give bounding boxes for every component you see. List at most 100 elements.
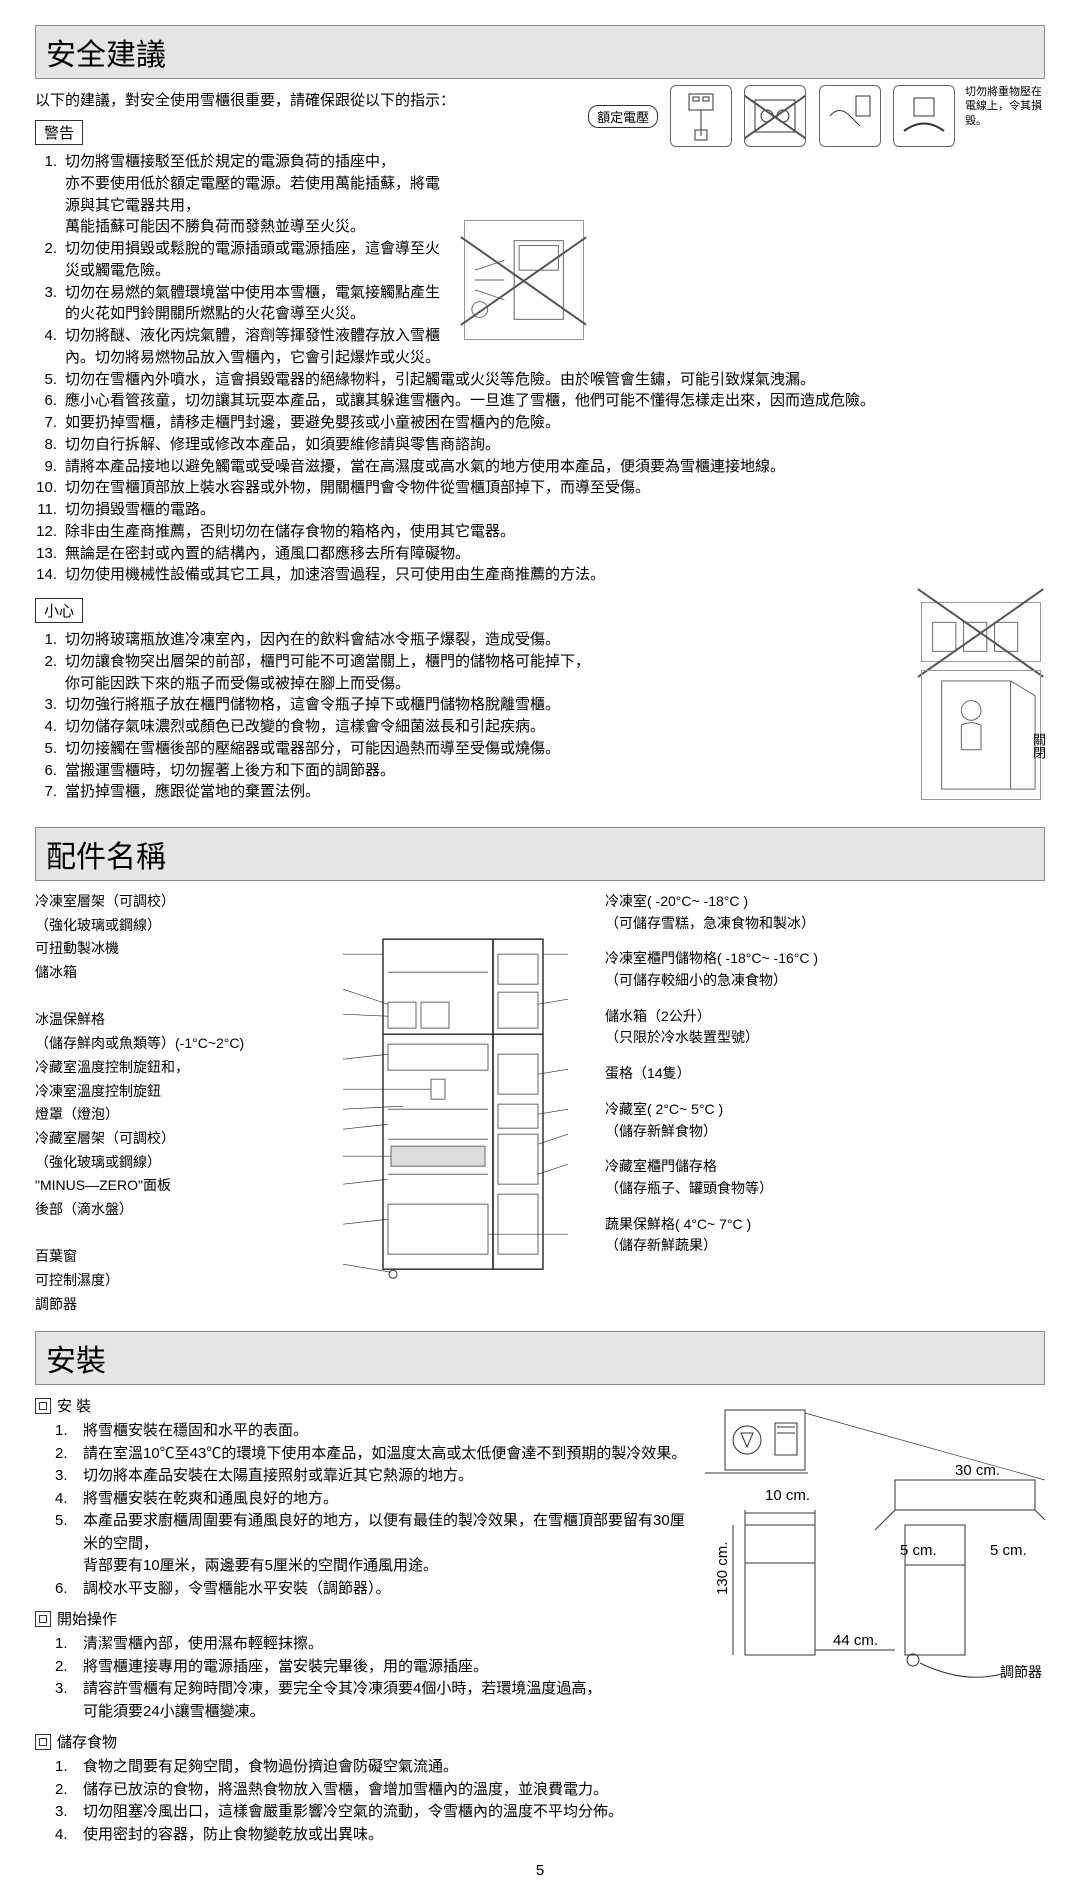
item-text: 切勿在雪櫃內外噴水，這會損毀電器的絕緣物料，引起觸電或火災等危險。由於喉管會生鏽… <box>65 371 815 388</box>
parts-right-title: 冷凍室( -20°C~ -18°C ) <box>605 891 935 913</box>
parts-right-sub: （儲存新鮮蔬果） <box>605 1235 935 1257</box>
outlet-icon <box>670 85 732 147</box>
list-item: 4.切勿將醚、液化丙烷氣體，溶劑等揮發性液體存放入雪櫃內。切勿將易燃物品放入雪櫃… <box>57 325 1045 369</box>
item-number: 3. <box>55 1678 68 1701</box>
parts-left-item: 可扭動製冰機 <box>35 938 315 960</box>
list-item: 3.切勿將本產品安裝在太陽直接照射或靠近其它熱源的地方。 <box>83 1465 1045 1488</box>
list-item: 5.本產品要求廚櫃周圍要有通風良好的地方，以便有最佳的製冷效果，在雪櫃頂部要留有… <box>83 1510 1045 1578</box>
item-text: 除非由生產商推薦，否則切勿在儲存食物的箱格內，使用其它電器。 <box>65 523 515 540</box>
parts-left-item: 冷凍室溫度控制旋鈕 <box>35 1081 315 1103</box>
square-bullet-icon <box>35 1398 51 1414</box>
item-number: 7. <box>35 412 57 434</box>
parts-left-item: 冷藏室溫度控制旋鈕和， <box>35 1057 315 1079</box>
item-text: 切勿使用機械性設備或其它工具，加速溶雪過程，只可使用由生產商推薦的方法。 <box>65 566 605 583</box>
list-item: 4.將雪櫃安裝在乾爽和通風良好的地方。 <box>83 1488 1045 1511</box>
warning-list: 1. 切勿將雪櫃接駁至低於規定的電源負荷的插座中，亦不要使用低於額定電壓的電源。若… <box>35 151 1045 586</box>
list-item: 10.切勿在雪櫃頂部放上裝水容器或外物，開關櫃門會令物件從雪櫃頂部掉下，而導至受… <box>57 477 1045 499</box>
item-number: 1. <box>35 151 57 173</box>
item-text: 當搬運雪櫃時，切勿握著上後方和下面的調節器。 <box>65 762 395 779</box>
parts-left-item: 冰温保鮮格 <box>35 1009 315 1031</box>
safety-header: 安全建議 <box>35 25 1045 79</box>
item-text: 切勿儲存氣味濃烈或顏色已改變的食物，這樣會令細菌滋長和引起疾病。 <box>65 718 545 735</box>
item-text: 將雪櫃安裝在乾爽和通風良好的地方。 <box>83 1490 338 1507</box>
item-text: 儲存已放涼的食物，將溫熱食物放入雪櫃，會增加雪櫃內的溫度，並浪費電力。 <box>83 1781 608 1798</box>
item-number: 2. <box>35 238 57 260</box>
install-sub-storage: 儲存食物 1.食物之間要有足夠空間，食物過份擠迫會防礙空氣流通。2.儲存已放涼的… <box>35 1731 1045 1846</box>
parts-title: 配件名稱 <box>46 832 1034 876</box>
item-text: 將雪櫃連接專用的電源插座，當安裝完畢後，用的電源插座。 <box>83 1658 488 1675</box>
top-icons-row: 額定電壓 切勿將重物壓在電線上，令其損毀。 <box>588 85 1045 147</box>
list-item: 9.請將本產品接地以避免觸電或受噪音滋擾，當在高濕度或高水氣的地方使用本產品，便… <box>57 456 1045 478</box>
install-title: 安裝 <box>46 1336 1034 1380</box>
item-number: 3. <box>55 1465 68 1488</box>
list-item: 1.將雪櫃安裝在穩固和水平的表面。 <box>83 1420 1045 1443</box>
parts-left-item: 調節器 <box>35 1294 315 1316</box>
item-number: 1. <box>55 1420 68 1443</box>
parts-left-item: 可控制濕度） <box>35 1270 315 1292</box>
item-text: 切勿將雪櫃接駁至低於規定的電源負荷的插座中，亦不要使用低於額定電壓的電源。若使用… <box>65 153 440 235</box>
parts-right-item: 冷凍室櫃門儲物格( -18°C~ -16°C )（可儲存較細小的急凍食物） <box>605 948 935 991</box>
item-number: 3. <box>35 694 57 716</box>
item-number: 5. <box>35 738 57 760</box>
parts-right-sub: （儲存新鮮食物） <box>605 1121 935 1143</box>
cable-weight-icon <box>893 85 955 147</box>
list-item: 6.調校水平支腳，令雪櫃能水平安裝（調節器）。 <box>83 1578 1045 1601</box>
parts-right-item: 蔬果保鮮格( 4°C~ 7°C )（儲存新鮮蔬果） <box>605 1214 935 1257</box>
item-number: 6. <box>35 390 57 412</box>
item-number: 14. <box>35 564 57 586</box>
item-number: 2. <box>55 1656 68 1679</box>
list-item: 1.清潔雪櫃內部，使用濕布輕輕抹擦。 <box>83 1633 1045 1656</box>
hand-plug-icon <box>819 85 881 147</box>
list-item: 5.切勿接觸在雪櫃後部的壓縮器或電器部分，可能因過熱而導至受傷或燒傷。 <box>57 738 1045 760</box>
caution-label: 小心 <box>35 598 83 623</box>
parts-right-sub: （可儲存雪糕，急凍食物和製冰） <box>605 913 935 935</box>
item-number: 10. <box>35 477 57 499</box>
parts-right-title: 冷藏室( 2°C~ 5°C ) <box>605 1099 935 1121</box>
install-sub-title-3: 儲存食物 <box>57 1731 117 1752</box>
item-text: 當扔掉雪櫃，應跟從當地的棄置法例。 <box>65 783 320 800</box>
parts-right-item: 蛋格（14隻） <box>605 1063 935 1085</box>
item-text: 切勿在雪櫃頂部放上裝水容器或外物，開關櫃門會令物件從雪櫃頂部掉下，而導至受傷。 <box>65 479 650 496</box>
list-item: 2.將雪櫃連接專用的電源插座，當安裝完畢後，用的電源插座。 <box>83 1656 1045 1679</box>
item-number: 4. <box>55 1488 68 1511</box>
parts-right-title: 冷凍室櫃門儲物格( -18°C~ -16°C ) <box>605 948 935 970</box>
rated-voltage-label: 額定電壓 <box>588 105 658 128</box>
list-item: 4.使用密封的容器，防止食物變乾放或出異味。 <box>83 1824 1045 1847</box>
item-text: 使用密封的容器，防止食物變乾放或出異味。 <box>83 1826 383 1843</box>
parts-right-item: 冷藏室( 2°C~ 5°C )（儲存新鮮食物） <box>605 1099 935 1142</box>
list-item: 5.切勿在雪櫃內外噴水，這會損毀電器的絕緣物料，引起觸電或火災等危險。由於喉管會… <box>57 369 1045 391</box>
parts-left-item: （儲存鮮肉或魚類等）(-1°C~2°C) <box>35 1033 315 1055</box>
parts-left-item <box>35 1223 315 1245</box>
parts-right-item: 儲水箱（2公升）（只限於冷水裝置型號） <box>605 1006 935 1049</box>
item-text: 切勿自行拆解、修理或修改本產品，如須要維修請與零售商諮詢。 <box>65 436 500 453</box>
item-text: 切勿在易燃的氣體環境當中使用本雪櫃，電氣接觸點產生的火花如門鈴開關所燃點的火花會… <box>65 284 440 323</box>
install-sub-title-2: 開始操作 <box>57 1608 117 1629</box>
item-number: 5. <box>35 369 57 391</box>
install-header: 安裝 <box>35 1331 1045 1385</box>
square-bullet-icon <box>35 1734 51 1750</box>
item-text: 切勿使用損毀或鬆脫的電源插頭或電源插座，這會導至火災或觸電危險。 <box>65 240 440 279</box>
item-number: 2. <box>35 651 57 673</box>
install-sub-install: 安 裝 1.將雪櫃安裝在穩固和水平的表面。2.請在室溫10℃至43℃的環境下使用… <box>35 1395 1045 1600</box>
list-item: 6.當搬運雪櫃時，切勿握著上後方和下面的調節器。 <box>57 760 1045 782</box>
list-item: 1.切勿將雪櫃接駁至低於規定的電源負荷的插座中，亦不要使用低於額定電壓的電源。若… <box>57 151 1045 238</box>
item-text: 切勿將玻璃瓶放進冷凍室內，因內在的飲料會結冰令瓶子爆裂，造成受傷。 <box>65 631 560 648</box>
item-number: 9. <box>35 456 57 478</box>
list-item: 2.切勿讓食物突出層架的前部，櫃門可能不可適當關上，櫃門的儲物格可能掉下，你可能… <box>57 651 1045 695</box>
item-number: 8. <box>35 434 57 456</box>
parts-left-item: 後部（滴水盤） <box>35 1199 315 1221</box>
parts-container: 冷凍室層架（可調校）（強化玻璃或鋼線）可扭動製冰機儲冰箱 冰温保鮮格（儲存鮮肉或… <box>35 891 1045 1317</box>
parts-right-title: 蔬果保鮮格( 4°C~ 7°C ) <box>605 1214 935 1236</box>
safety-title: 安全建議 <box>46 30 1034 74</box>
item-text: 如要扔掉雪櫃，請移走櫃門封邊，要避免嬰孩或小童被困在雪櫃內的危險。 <box>65 414 560 431</box>
list-item: 1.食物之間要有足夠空間，食物過份擠迫會防礙空氣流通。 <box>83 1756 1045 1779</box>
item-text: 調校水平支腳，令雪櫃能水平安裝（調節器）。 <box>83 1580 391 1597</box>
page-number: 5 <box>35 1862 1045 1879</box>
list-item: 6.應小心看管孩童，切勿讓其玩耍本產品，或讓其躲進雪櫃內。一旦進了雪櫃，他們可能… <box>57 390 1045 412</box>
parts-right-title: 蛋格（14隻） <box>605 1063 935 1085</box>
item-number: 4. <box>55 1824 68 1847</box>
item-text: 食物之間要有足夠空間，食物過份擠迫會防礙空氣流通。 <box>83 1758 458 1775</box>
item-number: 1. <box>55 1756 68 1779</box>
fridge-diagram <box>315 891 595 1317</box>
parts-left-labels: 冷凍室層架（可調校）（強化玻璃或鋼線）可扭動製冰機儲冰箱 冰温保鮮格（儲存鮮肉或… <box>35 891 315 1317</box>
